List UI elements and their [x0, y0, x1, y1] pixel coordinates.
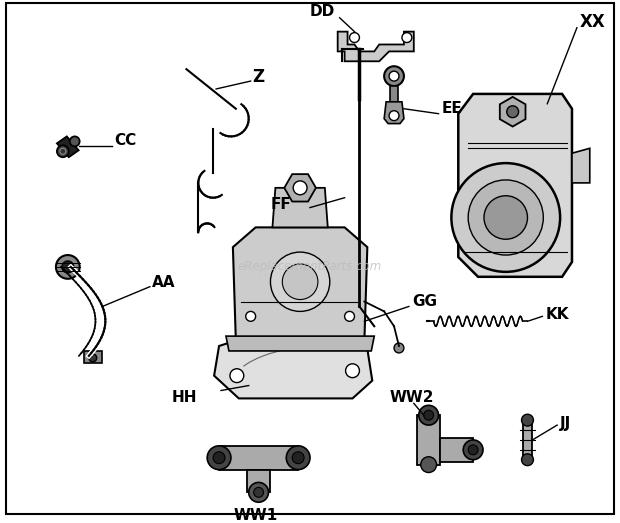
Polygon shape	[440, 438, 473, 462]
Circle shape	[57, 145, 69, 157]
Circle shape	[463, 440, 483, 460]
Polygon shape	[523, 420, 533, 460]
Circle shape	[521, 414, 533, 426]
Circle shape	[389, 111, 399, 121]
Text: JJ: JJ	[560, 416, 572, 430]
Circle shape	[293, 181, 307, 195]
Polygon shape	[247, 470, 270, 492]
Circle shape	[350, 32, 360, 42]
Circle shape	[468, 180, 543, 255]
Circle shape	[249, 482, 268, 502]
Circle shape	[389, 71, 399, 81]
Polygon shape	[417, 415, 440, 464]
Polygon shape	[572, 149, 590, 183]
Circle shape	[345, 364, 360, 378]
Circle shape	[286, 446, 310, 470]
Circle shape	[421, 457, 436, 473]
Circle shape	[282, 264, 318, 300]
Polygon shape	[272, 188, 328, 228]
Text: CC: CC	[114, 133, 136, 148]
Circle shape	[207, 446, 231, 470]
Text: XX: XX	[580, 13, 606, 31]
Polygon shape	[458, 94, 572, 277]
Circle shape	[507, 106, 518, 118]
Polygon shape	[214, 333, 372, 399]
Circle shape	[213, 452, 225, 464]
Bar	[84, 351, 102, 363]
Text: DD: DD	[310, 4, 335, 19]
Circle shape	[60, 149, 66, 154]
Text: EE: EE	[441, 101, 463, 116]
Text: FF: FF	[270, 197, 291, 212]
Text: Z: Z	[253, 68, 265, 86]
Circle shape	[345, 311, 355, 321]
Text: WW2: WW2	[389, 390, 433, 405]
Circle shape	[70, 137, 79, 146]
Circle shape	[384, 66, 404, 86]
Circle shape	[62, 261, 74, 273]
Circle shape	[468, 445, 478, 455]
Polygon shape	[57, 137, 79, 157]
Circle shape	[230, 369, 244, 383]
Bar	[390, 86, 398, 102]
Text: eReplacementParts.com: eReplacementParts.com	[238, 260, 382, 274]
Polygon shape	[233, 228, 367, 341]
Circle shape	[521, 454, 533, 465]
Polygon shape	[226, 336, 374, 351]
Circle shape	[89, 354, 97, 362]
Text: HH: HH	[172, 390, 197, 405]
Polygon shape	[338, 31, 414, 61]
Polygon shape	[500, 97, 526, 127]
Text: GG: GG	[412, 294, 437, 309]
Circle shape	[246, 311, 255, 321]
Text: AA: AA	[152, 275, 175, 290]
Circle shape	[423, 410, 433, 420]
Circle shape	[56, 255, 79, 279]
Circle shape	[394, 343, 404, 353]
Circle shape	[254, 487, 264, 497]
Circle shape	[418, 405, 438, 425]
Circle shape	[270, 252, 330, 311]
Polygon shape	[384, 102, 404, 123]
Polygon shape	[285, 174, 316, 201]
Polygon shape	[219, 446, 298, 470]
Circle shape	[484, 196, 528, 239]
Circle shape	[402, 32, 412, 42]
Text: KK: KK	[545, 307, 569, 322]
Text: WW1: WW1	[234, 507, 278, 522]
Circle shape	[292, 452, 304, 464]
Circle shape	[451, 163, 560, 272]
